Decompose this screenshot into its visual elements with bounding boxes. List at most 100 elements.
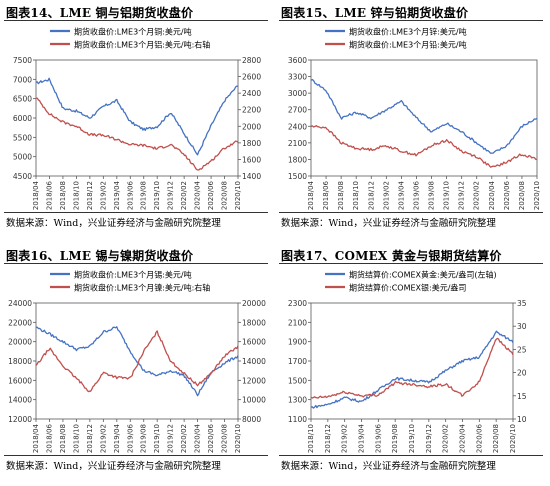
chart-gold-silver: 期货结算价:COMEX黄金:美元/盎司(左轴) 期货结算价:COMEX银:美元/盎… <box>288 270 527 454</box>
x-tick-label: 2019/04 <box>113 423 121 453</box>
y-left-tick-label: 2100 <box>288 318 307 327</box>
y-left-tick-label: 5500 <box>13 133 32 142</box>
x-tick-label: 2020/02 <box>180 181 188 210</box>
y-left-tick-label: 3600 <box>288 56 307 65</box>
x-tick-label: 2019/06 <box>374 423 382 453</box>
chart-title: 图表14、LME 铜与铝期货收盘价 <box>6 6 194 20</box>
x-tick-label: 2019/06 <box>126 180 134 210</box>
series-line-1 <box>35 77 239 156</box>
x-tick-label: 2020/10 <box>533 181 541 210</box>
y-right-tick-label: 1400 <box>242 172 261 181</box>
legend-label: 期货结算价:COMEX黄金:美元/盎司(左轴) <box>349 270 497 280</box>
x-tick-label: 2018/04 <box>32 180 40 210</box>
title-rule <box>4 20 268 21</box>
x-tick-label: 2018/12 <box>86 181 94 210</box>
panel-tin-nickel: 图表16、LME 锡与镍期货收盘价 期货收盘价:LME3个月锡:美元/吨 期货收盘… <box>0 243 272 486</box>
series-line-2 <box>310 337 514 399</box>
panel-zinc-lead: 图表15、LME 锌与铅期货收盘价 期货收盘价:LME3个月锌:美元/吨 期货收盘… <box>275 0 547 243</box>
x-tick-label: 2019/06 <box>412 180 420 210</box>
x-tick-label: 2019/08 <box>140 424 148 453</box>
y-right-tick-label: 14000 <box>242 357 266 366</box>
chart-title: 图表15、LME 锌与铅期货收盘价 <box>281 6 469 20</box>
plot-frame <box>310 302 514 420</box>
source-note: 数据来源：Wind，兴业证券经济与金融研究院整理 <box>6 461 221 472</box>
y-right-tick-label: 12000 <box>242 376 266 385</box>
x-tick-label: 2018/06 <box>45 423 53 453</box>
x-tick-label: 2020/08 <box>221 424 229 453</box>
x-tick-label: 2020/02 <box>442 424 450 453</box>
plot-frame <box>310 59 538 177</box>
y-left-tick-label: 1700 <box>288 357 307 366</box>
y-left-tick-label: 5000 <box>13 153 32 162</box>
x-tick-label: 2020/04 <box>459 423 467 453</box>
y-right-tick-label: 2800 <box>242 56 261 65</box>
x-tick-label: 2019/12 <box>167 181 175 210</box>
y-left-tick-label: 22000 <box>8 318 32 327</box>
y-right-tick-label: 20 <box>517 369 527 378</box>
y-left-tick-label: 1500 <box>288 376 307 385</box>
x-tick-label: 2018/10 <box>352 181 360 210</box>
x-tick-label: 2019/08 <box>428 181 436 210</box>
y-right-tick-label: 18000 <box>242 318 266 327</box>
y-left-tick-label: 18000 <box>8 357 32 366</box>
legend-label: 期货收盘价:LME3个月铝:美元/吨:右轴 <box>74 40 210 50</box>
y-right-tick-label: 2000 <box>242 122 261 131</box>
x-tick-label: 2019/06 <box>126 423 134 453</box>
y-left-tick-label: 3300 <box>288 73 307 82</box>
legend-label: 期货收盘价:LME3个月锡:美元/吨 <box>74 270 192 280</box>
y-right-tick-label: 8000 <box>242 415 261 424</box>
y-left-tick-label: 7500 <box>13 56 32 65</box>
panel-gold-silver: 图表17、COMEX 黄金与银期货结算价 期货结算价:COMEX黄金:美元/盎司… <box>275 243 547 486</box>
panel-copper-aluminum: 图表14、LME 铜与铝期货收盘价 期货收盘价:LME3个月铜:美元/吨 期货收盘… <box>0 0 272 243</box>
y-left-tick-label: 14000 <box>8 396 32 405</box>
y-right-tick-label: 1800 <box>242 139 261 148</box>
series-line-1 <box>310 330 514 409</box>
y-right-tick-label: 1600 <box>242 155 261 164</box>
y-left-tick-label: 6500 <box>13 95 32 104</box>
title-rule <box>4 263 268 264</box>
x-tick-label: 2019/02 <box>99 424 107 453</box>
legend-label: 期货收盘价:LME3个月铅:美元/吨 <box>349 40 467 50</box>
y-left-tick-label: 16000 <box>8 376 32 385</box>
y-left-tick-label: 24000 <box>8 299 32 308</box>
x-tick-label: 2019/10 <box>443 181 451 210</box>
x-tick-label: 2020/08 <box>518 181 526 210</box>
y-left-tick-label: 2700 <box>288 106 307 115</box>
y-left-tick-label: 1900 <box>288 338 307 347</box>
legend: 期货结算价:COMEX黄金:美元/盎司(左轴) 期货结算价:COMEX银:美元/盎… <box>325 270 497 293</box>
x-tick-label: 2018/08 <box>59 424 67 453</box>
x-tick-label: 2020/02 <box>473 181 481 210</box>
y-right-tick-label: 10 <box>517 415 527 424</box>
x-tick-label: 2018/12 <box>367 181 375 210</box>
x-tick-label: 2019/12 <box>167 424 175 453</box>
plot-frame <box>35 59 239 177</box>
y-right-tick-label: 15 <box>517 392 527 401</box>
x-tick-label: 2018/04 <box>307 180 315 210</box>
source-note: 数据来源：Wind，兴业证券经济与金融研究院整理 <box>6 218 221 229</box>
legend-label: 期货收盘价:LME3个月镍:美元/吨:右轴 <box>74 283 210 293</box>
y-left-tick-label: 7000 <box>13 75 32 84</box>
legend-label: 期货收盘价:LME3个月铜:美元/吨 <box>74 27 192 37</box>
source-rule <box>279 455 543 456</box>
x-tick-label: 2019/04 <box>358 423 366 453</box>
title-rule <box>279 263 543 264</box>
x-tick-label: 2018/10 <box>307 424 315 453</box>
y-left-tick-label: 1500 <box>288 172 307 181</box>
x-tick-label: 2018/10 <box>72 181 80 210</box>
series-line-1 <box>310 78 538 154</box>
x-tick-label: 2019/12 <box>425 424 433 453</box>
x-tick-label: 2019/02 <box>341 424 349 453</box>
source-rule <box>4 212 268 213</box>
x-tick-label: 2018/12 <box>86 424 94 453</box>
series-line-2 <box>35 330 239 393</box>
x-tick-label: 2020/08 <box>492 424 500 453</box>
y-right-tick-label: 20000 <box>242 299 266 308</box>
x-tick-label: 2018/10 <box>72 424 80 453</box>
x-tick-label: 2020/06 <box>207 423 215 453</box>
x-tick-label: 2018/08 <box>59 181 67 210</box>
legend-label: 期货收盘价:LME3个月锌:美元/吨 <box>349 27 467 37</box>
